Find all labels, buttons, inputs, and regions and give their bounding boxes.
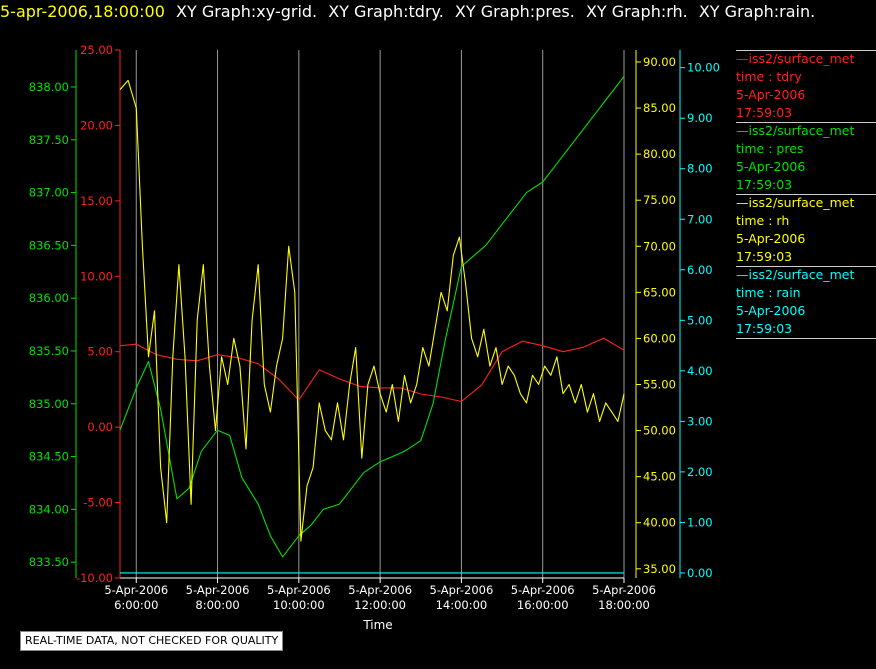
legend-time: 17:59:03 [736, 321, 793, 336]
rh-axis-tick-label: 45.00 [643, 470, 676, 484]
quality-note: REAL-TIME DATA, NOT CHECKED FOR QUALITY [20, 631, 284, 651]
tdry-axis-tick-label: -5.00 [83, 496, 113, 510]
legend-source: —iss2/surface_met [736, 267, 855, 282]
pres-axis-tick-label: 837.00 [29, 186, 69, 200]
legend-var: time : pres [736, 141, 804, 156]
rain-axis-tick-label: 7.00 [687, 212, 713, 226]
rain-axis-tick-label: 8.00 [687, 162, 713, 176]
rh-axis-tick-label: 55.00 [643, 377, 676, 391]
legend-divider [736, 266, 876, 267]
graph-name-rain[interactable]: XY Graph:rain. [698, 2, 816, 21]
x-tick-labels: 5-Apr-20066:00:005-Apr-20068:00:005-Apr-… [104, 578, 656, 612]
title-bar: 5-apr-2006,18:00:00 XY Graph:xy-grid. XY… [0, 2, 815, 22]
graph-name-tdry[interactable]: XY Graph:tdry. [328, 2, 444, 21]
grid-lines [135, 50, 625, 578]
rain-axis-tick-label: 1.00 [687, 515, 713, 529]
legend-divider [736, 122, 876, 123]
x-tick-label-date: 5-Apr-2006 [186, 583, 250, 597]
pres-axis-tick-label: 838.00 [29, 80, 69, 94]
series-line-rh [119, 79, 625, 542]
rh-axis-tick-label: 35.00 [643, 562, 676, 576]
series-line-tdry [119, 337, 625, 403]
rh-axis-tick-label: 70.00 [643, 239, 676, 253]
tdry-axis-tick-label: -10.00 [76, 571, 113, 585]
legend-source: —iss2/surface_met [736, 123, 855, 138]
tdry-axis-tick-label: 0.00 [87, 420, 113, 434]
x-tick-label-date: 5-Apr-2006 [592, 583, 656, 597]
rain-axis-tick-label: 3.00 [687, 414, 713, 428]
legend-time: 17:59:03 [736, 249, 793, 264]
series-line-pres [119, 76, 625, 558]
rain-axis-tick-label: 9.00 [687, 111, 713, 125]
graph-name-pres[interactable]: XY Graph:pres. [454, 2, 575, 21]
rain-axis-tick-label: 5.00 [687, 313, 713, 327]
x-tick-label-time: 6:00:00 [114, 598, 158, 612]
pres-axis-tick-label: 834.00 [29, 502, 69, 516]
rh-axis-tick-label: 65.00 [643, 285, 676, 299]
rh-axis-tick-label: 85.00 [643, 101, 676, 115]
rh-axis-tick-label: 60.00 [643, 331, 676, 345]
legend-var: time : tdry [736, 69, 802, 84]
rh-axis-tick-label: 75.00 [643, 193, 676, 207]
legend-var: time : rh [736, 213, 790, 228]
legend-divider [736, 194, 876, 195]
tdry-axis-tick-label: 15.00 [80, 194, 113, 208]
legend-divider [736, 338, 876, 339]
rain-axis-tick-label: 0.00 [687, 566, 713, 580]
legend-entry-rh[interactable]: —iss2/surface_met time : rh 5-Apr-2006 1… [736, 194, 854, 266]
x-tick-label-time: 8:00:00 [195, 598, 239, 612]
rh-axis-tick-label: 40.00 [643, 516, 676, 530]
pres-axis-tick-label: 833.50 [29, 555, 69, 569]
rh-axis-tick-label: 90.00 [643, 55, 676, 69]
graph-name-xy-grid[interactable]: XY Graph:xy-grid. [176, 2, 318, 21]
legend-entry-pres[interactable]: —iss2/surface_met time : pres 5-Apr-2006… [736, 122, 854, 194]
rain-axis-tick-label: 4.00 [687, 364, 713, 378]
legend-date: 5-Apr-2006 [736, 159, 806, 174]
rain-axis-tick-label: 6.00 [687, 263, 713, 277]
tdry-axis-tick-label: 5.00 [87, 345, 113, 359]
pres-axis-tick-label: 836.00 [29, 291, 69, 305]
legend-entry-rain[interactable]: —iss2/surface_met time : rain 5-Apr-2006… [736, 266, 854, 338]
tdry-axis-tick-label: 10.00 [80, 269, 113, 283]
x-tick-label-date: 5-Apr-2006 [348, 583, 412, 597]
tdry-axis-tick-label: 25.00 [80, 43, 113, 57]
x-tick-label-date: 5-Apr-2006 [511, 583, 575, 597]
tdry-axis-tick-label: 20.00 [80, 118, 113, 132]
x-tick-label-date: 5-Apr-2006 [430, 583, 494, 597]
x-tick-label-time: 12:00:00 [354, 598, 406, 612]
x-tick-label-date: 5-Apr-2006 [104, 583, 168, 597]
legend-source: —iss2/surface_met [736, 195, 855, 210]
series-lines [119, 76, 625, 574]
legend-date: 5-Apr-2006 [736, 87, 806, 102]
legend-date: 5-Apr-2006 [736, 303, 806, 318]
x-tick-label-time: 14:00:00 [436, 598, 488, 612]
x-tick-label-time: 16:00:00 [517, 598, 569, 612]
pres-axis-tick-label: 837.50 [29, 133, 69, 147]
rain-axis-tick-label: 2.00 [687, 465, 713, 479]
x-axis-label: Time [362, 618, 392, 632]
legend-var: time : rain [736, 285, 801, 300]
pres-axis-tick-label: 836.50 [29, 238, 69, 252]
rain-axis-tick-label: 10.00 [687, 61, 720, 75]
legend-date: 5-Apr-2006 [736, 231, 806, 246]
legend-divider [736, 50, 876, 51]
legend-entry-tdry[interactable]: —iss2/surface_met time : tdry 5-Apr-2006… [736, 50, 854, 122]
pres-axis-tick-label: 835.50 [29, 344, 69, 358]
x-tick-label-time: 10:00:00 [273, 598, 325, 612]
legend-source: —iss2/surface_met [736, 51, 855, 66]
graph-name-rh[interactable]: XY Graph:rh. [585, 2, 688, 21]
axes: 833.50 834.00 834.50 835.00 835.50 836.00 836.… [29, 43, 720, 585]
timestamp: 5-apr-2006,18:00:00 [0, 2, 165, 21]
legend-time: 17:59:03 [736, 177, 793, 192]
pres-axis-tick-label: 835.00 [29, 397, 69, 411]
x-tick-label-date: 5-Apr-2006 [267, 583, 331, 597]
x-tick-label-time: 18:00:00 [598, 598, 650, 612]
legend-time: 17:59:03 [736, 105, 793, 120]
pres-axis-tick-label: 834.50 [29, 450, 69, 464]
rh-axis-tick-label: 80.00 [643, 147, 676, 161]
rh-axis-tick-label: 50.00 [643, 424, 676, 438]
